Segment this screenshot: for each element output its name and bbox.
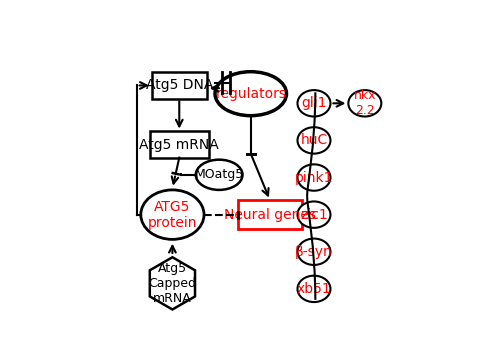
Bar: [152, 72, 207, 99]
Text: nkx
2.2: nkx 2.2: [354, 89, 376, 117]
Ellipse shape: [348, 90, 382, 116]
Text: gli1: gli1: [301, 96, 326, 110]
Text: MOatg5: MOatg5: [194, 168, 244, 181]
Ellipse shape: [298, 164, 330, 191]
Polygon shape: [150, 257, 195, 310]
Text: pink1: pink1: [294, 171, 333, 185]
Bar: [150, 131, 209, 157]
Ellipse shape: [298, 201, 330, 228]
Text: zic1: zic1: [300, 208, 328, 222]
Ellipse shape: [196, 160, 242, 190]
Ellipse shape: [298, 238, 330, 265]
Text: huC: huC: [300, 134, 328, 147]
Ellipse shape: [215, 72, 286, 116]
Text: β-syn: β-syn: [295, 245, 333, 259]
Text: Atg5 mRNA: Atg5 mRNA: [140, 137, 219, 152]
Bar: [238, 200, 302, 229]
Text: Atg5
Capped
mRNA: Atg5 Capped mRNA: [148, 262, 196, 305]
Text: xb51: xb51: [296, 282, 332, 296]
Ellipse shape: [298, 276, 330, 302]
Ellipse shape: [141, 190, 204, 240]
Text: Neural genes: Neural genes: [224, 208, 316, 222]
Text: regulators: regulators: [216, 87, 286, 101]
Text: ATG5
protein: ATG5 protein: [148, 200, 197, 230]
Ellipse shape: [298, 90, 330, 116]
Text: Atg5 DNA: Atg5 DNA: [146, 79, 213, 92]
Ellipse shape: [298, 127, 330, 154]
